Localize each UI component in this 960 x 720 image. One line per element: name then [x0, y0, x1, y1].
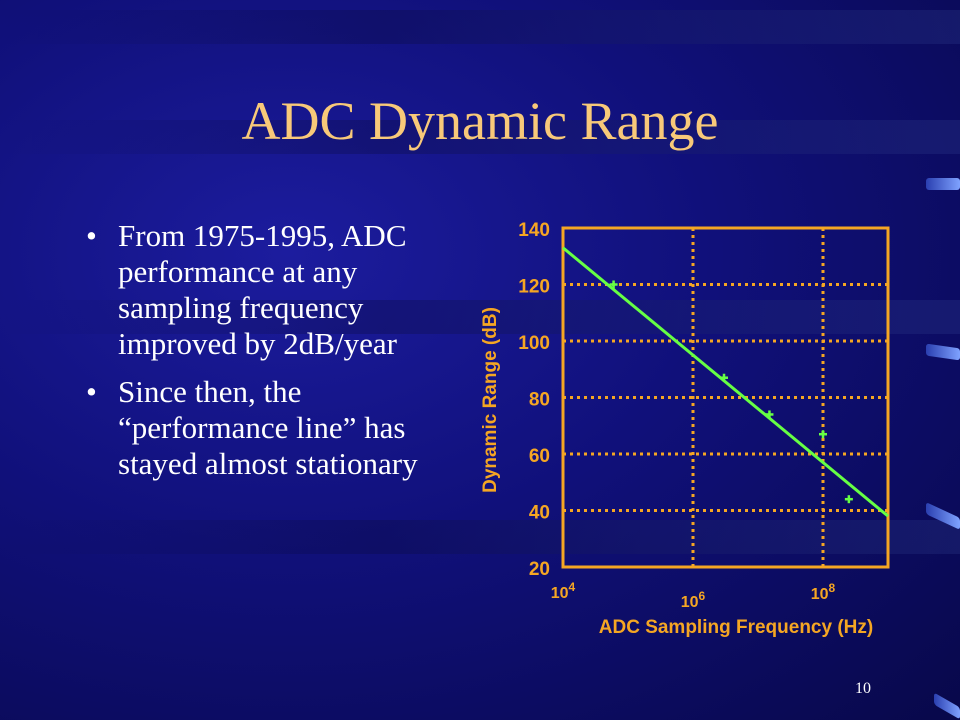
- x-tick-label: 108: [811, 581, 836, 603]
- x-tick-label: 106: [681, 589, 706, 611]
- plot-frame: [561, 226, 890, 569]
- y-tick-label: 40: [529, 503, 550, 524]
- background-streak: [0, 520, 960, 554]
- y-tick-label: 60: [529, 446, 550, 467]
- y-tick-label: 20: [529, 559, 550, 580]
- data-point: [609, 280, 618, 289]
- slide-number: 10: [855, 680, 871, 697]
- y-tick-label: 120: [518, 277, 550, 298]
- y-axis-label: Dynamic Range (dB): [480, 307, 501, 493]
- bullet-list: From 1975-1995, ADC performance at any s…: [86, 218, 436, 494]
- data-point: [819, 430, 827, 439]
- background-streak: [0, 120, 960, 154]
- slide-title: ADC Dynamic Range: [241, 91, 719, 151]
- background-streak: [0, 10, 960, 44]
- bullet-item: From 1975-1995, ADC performance at any s…: [86, 218, 436, 362]
- x-axis-label: ADC Sampling Frequency (Hz): [599, 617, 873, 638]
- performance-line: [562, 246, 889, 518]
- x-tick-label: 104: [551, 580, 576, 602]
- y-tick-label: 80: [529, 390, 550, 411]
- data-point: [844, 495, 853, 504]
- bullet-item: Since then, the “performance line” has s…: [86, 374, 436, 482]
- decorative-bar: [926, 178, 960, 190]
- y-tick-label: 140: [518, 220, 550, 241]
- y-tick-label: 100: [518, 333, 550, 354]
